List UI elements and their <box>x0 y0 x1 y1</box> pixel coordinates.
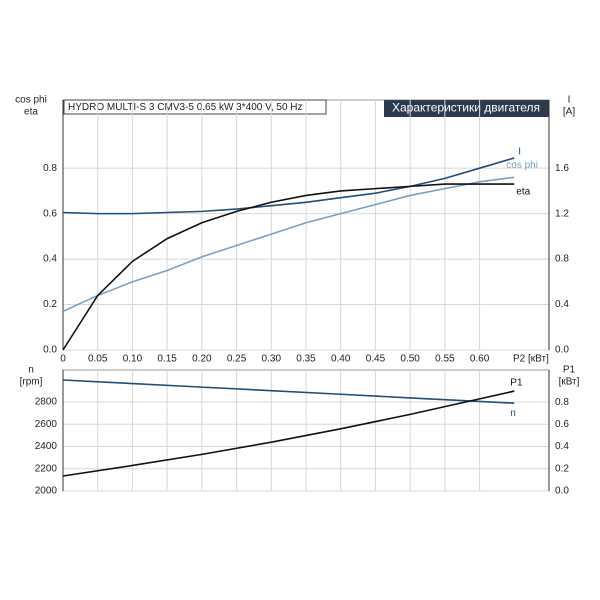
y2-axis-label: I <box>568 95 571 106</box>
x-tick-label: 0.10 <box>123 354 143 365</box>
series-line <box>62 176 515 313</box>
y2-tick-label: 1.6 <box>555 163 569 174</box>
y-axis-label: cos phi <box>15 95 47 106</box>
x-tick-label: 0.25 <box>227 354 247 365</box>
y2-tick-label: 0.8 <box>555 254 569 265</box>
x-tick-label: 0.50 <box>400 354 420 365</box>
x-tick-label: 0 <box>60 354 66 365</box>
series-line <box>62 157 515 215</box>
series-label: n <box>510 408 516 419</box>
series-label: eta <box>516 187 530 198</box>
series-label: P1 <box>510 378 523 389</box>
y-axis-label: [rpm] <box>20 377 43 388</box>
y2-axis-label: [A] <box>563 107 575 118</box>
x-tick-label: 0.55 <box>435 354 455 365</box>
series-label: I <box>518 147 521 158</box>
y-axis-label: n <box>28 365 34 376</box>
y2-tick-label: 0.0 <box>555 345 569 356</box>
x-tick-label: 0.15 <box>157 354 177 365</box>
chart-subtitle: Характеристики двигателя <box>392 101 540 115</box>
x-tick-label: 0.40 <box>331 354 351 365</box>
y2-tick-label: 0.2 <box>555 463 569 474</box>
y2-axis-label: [кВт] <box>559 377 580 388</box>
x-tick-label: 0.05 <box>88 354 108 365</box>
y-tick-label: 0.2 <box>43 299 57 310</box>
y2-tick-label: 0.0 <box>555 486 569 497</box>
y-tick-label: 0.0 <box>43 345 57 356</box>
y-tick-label: 2000 <box>35 486 58 497</box>
title-box <box>63 99 327 115</box>
y-tick-label: 2400 <box>35 441 58 452</box>
x-axis-label: P2 [кВт] <box>513 354 549 365</box>
series-line <box>62 379 515 404</box>
y-tick-label: 2600 <box>35 419 58 430</box>
chart-title: HYDRO MULTI-S 3 CMV3-5 0.65 kW 3*400 V, … <box>68 102 303 113</box>
x-tick-label: 0.60 <box>470 354 490 365</box>
y2-tick-label: 0.6 <box>555 419 569 430</box>
x-tick-label: 0.20 <box>192 354 212 365</box>
y2-tick-label: 0.4 <box>555 299 569 310</box>
x-tick-label: 0.35 <box>296 354 316 365</box>
y2-tick-label: 0.4 <box>555 441 569 452</box>
y-tick-label: 2200 <box>35 463 58 474</box>
subtitle-box <box>384 100 549 117</box>
series-line <box>62 183 515 351</box>
y2-tick-label: 0.8 <box>555 397 569 408</box>
y-axis-label: eta <box>24 107 38 118</box>
series-line <box>62 390 515 477</box>
y-tick-label: 0.4 <box>43 254 57 265</box>
x-tick-label: 0.45 <box>366 354 386 365</box>
y-tick-label: 0.6 <box>43 208 57 219</box>
y2-tick-label: 1.2 <box>555 208 569 219</box>
y-tick-label: 0.8 <box>43 163 57 174</box>
series-label: cos phi <box>506 160 538 171</box>
x-tick-label: 0.30 <box>262 354 282 365</box>
y2-axis-label: P1 <box>563 365 576 376</box>
y-tick-label: 2800 <box>35 397 58 408</box>
